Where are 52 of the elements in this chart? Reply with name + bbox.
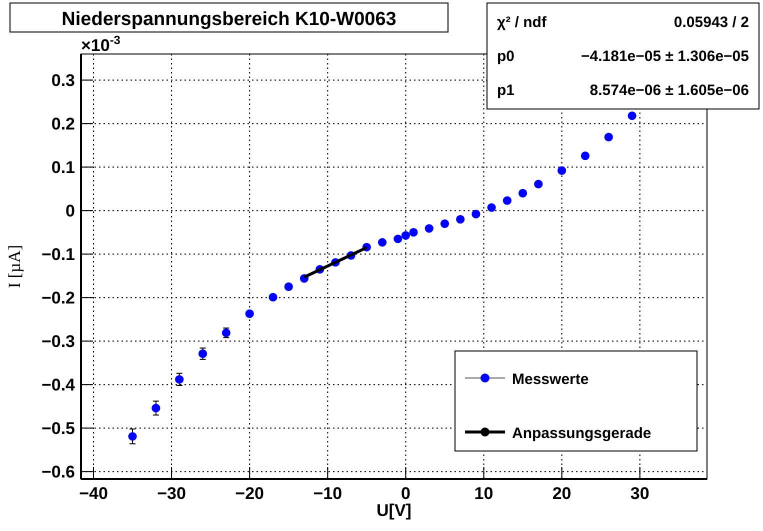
- y-tick-label: 0.2: [51, 114, 75, 134]
- x-tick-label: −20: [235, 484, 264, 503]
- point: [558, 166, 566, 175]
- annotation: −4.181e−05 ± 1.306e−05: [581, 48, 749, 65]
- point: [152, 404, 160, 412]
- annotation: p1: [497, 82, 515, 99]
- legend-label: Messwerte: [512, 371, 589, 388]
- y-tick-label: 0.3: [51, 71, 75, 90]
- point: [245, 309, 254, 318]
- point: [487, 203, 496, 212]
- annotation: ×10$^{-3}$: [81, 33, 121, 55]
- point: [128, 432, 137, 441]
- point: [378, 238, 387, 247]
- point: [628, 111, 636, 120]
- point: [604, 132, 613, 142]
- point: [518, 188, 528, 198]
- y-tick-label: −0.4: [41, 376, 76, 395]
- x-tick-label: 0: [400, 484, 410, 503]
- x-axis-title: U[V]: [376, 501, 412, 520]
- point: [424, 224, 434, 233]
- point: [409, 228, 418, 237]
- point: [394, 234, 402, 244]
- point: [456, 215, 465, 224]
- y-tick-label: −0.1: [41, 245, 75, 264]
- chart-title: Niederspannungsbereich K10-W0063: [62, 9, 396, 30]
- y-tick-label: 0: [66, 202, 75, 221]
- point: [534, 180, 543, 188]
- legend-label: Anpassungsgerade: [512, 425, 652, 442]
- x-tick-label: 20: [552, 484, 572, 503]
- point: [580, 151, 590, 160]
- annotation: p0: [497, 48, 515, 65]
- y-tick-label: −0.2: [41, 288, 75, 308]
- point: [284, 282, 293, 292]
- y-tick-label: 0.1: [51, 158, 75, 178]
- y-tick-label: −0.5: [41, 419, 75, 438]
- point: [502, 196, 512, 205]
- annotation: 8.574e−06 ± 1.605e−06: [590, 82, 749, 99]
- y-tick-label: −0.6: [41, 462, 75, 482]
- point: [472, 210, 480, 218]
- x-tick-label: −10: [313, 484, 342, 503]
- x-tick-label: 30: [630, 484, 650, 503]
- point: [440, 219, 450, 228]
- point: [268, 292, 278, 302]
- y-axis-title: I [µA]: [5, 244, 24, 288]
- point: [175, 375, 184, 384]
- y-tick-label: −0.3: [41, 332, 75, 352]
- x-tick-label: −30: [157, 484, 186, 503]
- text: 0.05943 / 2: [674, 14, 749, 31]
- point: [401, 231, 410, 240]
- x-tick-label: 10: [474, 484, 494, 503]
- text: χ² / ndf: [497, 14, 548, 31]
- x-tick-label: −40: [79, 484, 108, 503]
